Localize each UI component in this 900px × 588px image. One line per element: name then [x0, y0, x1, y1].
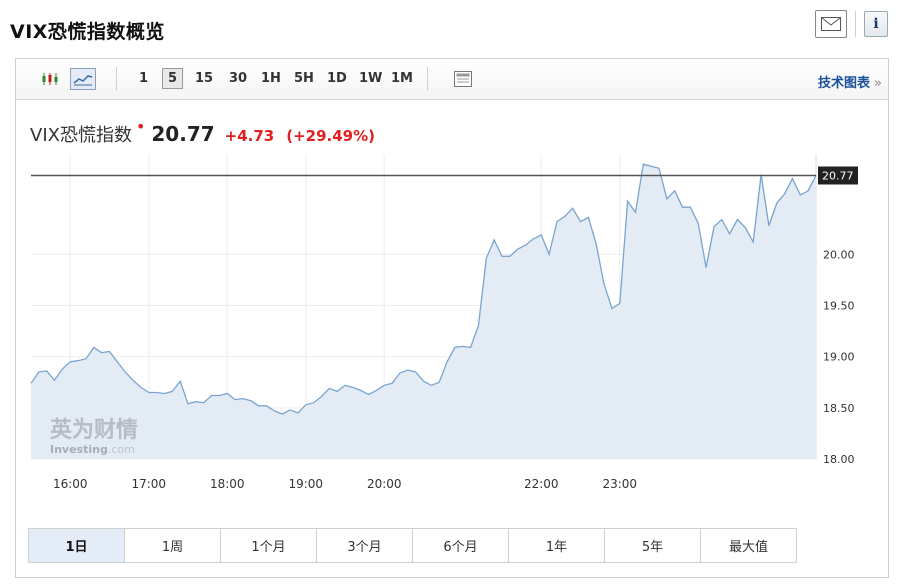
instrument-name: VIX恐慌指数 [30, 125, 132, 146]
watermark-logo: 英为财情 Investing.com [50, 417, 138, 456]
interval-1h[interactable]: 1H [261, 71, 281, 86]
tab-max[interactable]: 最大值 [701, 529, 796, 562]
interval-15[interactable]: 15 [195, 71, 214, 86]
y-tick-label: 18.00 [823, 453, 855, 466]
info-icon[interactable]: i [864, 11, 888, 37]
y-tick-label: 19.50 [823, 299, 855, 312]
header-divider [855, 11, 856, 37]
interval-1w[interactable]: 1W [359, 71, 383, 86]
chart-panel: 1 5 15 30 1H 5H 1D 1W 1M 技术图表» VIX恐慌指数 •… [15, 58, 889, 578]
line-chart-icon[interactable] [70, 68, 96, 90]
tab-1w[interactable]: 1周 [125, 529, 221, 562]
last-price-label: 20.77 [822, 169, 854, 182]
page-title: VIX恐慌指数概览 [10, 21, 165, 43]
last-price-label-box [818, 166, 858, 185]
interval-1d[interactable]: 1D [327, 71, 347, 86]
x-tick-label: 16:00 [53, 477, 88, 491]
y-tick-label: 19.00 [823, 351, 855, 364]
candlestick-chart-icon[interactable] [38, 69, 62, 89]
tab-1d[interactable]: 1日 [29, 529, 125, 562]
x-tick-label: 19:00 [288, 477, 323, 491]
x-tick-label: 20:00 [367, 477, 402, 491]
range-tabs: 1日 1周 1个月 3个月 6个月 1年 5年 最大值 [28, 528, 797, 563]
chart-toolbar: 1 5 15 30 1H 5H 1D 1W 1M 技术图表» [16, 59, 888, 100]
interval-5h[interactable]: 5H [294, 71, 314, 86]
interval-5[interactable]: 5 [162, 68, 184, 89]
x-tick-label: 23:00 [602, 477, 637, 491]
price-change: +4.73 [224, 127, 275, 145]
chart-settings-icon[interactable] [451, 69, 475, 89]
x-tick-label: 17:00 [131, 477, 166, 491]
tab-6m[interactable]: 6个月 [413, 529, 509, 562]
price-area [31, 164, 816, 459]
interval-1m[interactable]: 1M [391, 71, 413, 86]
price-line [30, 163, 817, 415]
header-actions: i [815, 10, 888, 38]
y-tick-label: 18.50 [823, 402, 855, 415]
last-price: 20.77 [151, 122, 215, 146]
interval-30[interactable]: 30 [229, 71, 248, 86]
x-tick-label: 18:00 [210, 477, 245, 491]
technical-chart-link[interactable]: 技术图表» [818, 76, 882, 91]
price-change-percent: (+29.49%) [286, 127, 375, 145]
tab-3m[interactable]: 3个月 [317, 529, 413, 562]
chevron-right-icon: » [874, 76, 882, 91]
quote-header: VIX恐慌指数 • 20.77 +4.73 (+29.49%) [30, 117, 375, 147]
price-chart[interactable]: 20.77 18.00 18.50 19.00 19.50 20.00 16:00 17:… [16, 59, 888, 519]
tab-1y[interactable]: 1年 [509, 529, 605, 562]
interval-1[interactable]: 1 [139, 71, 149, 86]
x-axis: 16:00 17:00 18:00 19:00 20:00 22:00 23:00 [53, 477, 637, 491]
toolbar-divider [116, 67, 117, 91]
watermark-cn: 英为财情 [50, 417, 138, 443]
toolbar-divider [427, 67, 428, 91]
x-tick-label: 22:00 [524, 477, 559, 491]
watermark-en: Investing.com [50, 443, 135, 456]
tab-1m[interactable]: 1个月 [221, 529, 317, 562]
tab-5y[interactable]: 5年 [605, 529, 701, 562]
y-axis: 18.00 18.50 19.00 19.50 20.00 [823, 248, 855, 466]
live-indicator-icon: • [135, 117, 146, 136]
y-tick-label: 20.00 [823, 248, 855, 261]
mail-icon[interactable] [815, 10, 847, 38]
